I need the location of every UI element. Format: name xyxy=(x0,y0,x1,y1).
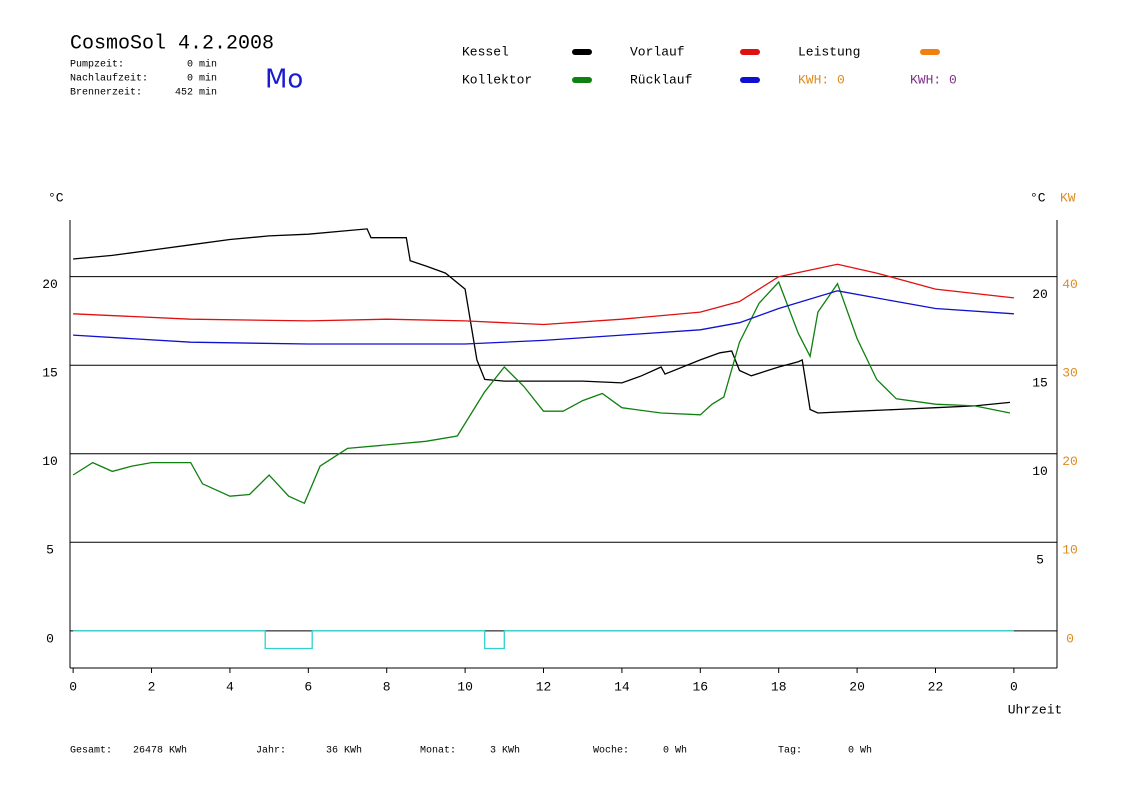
stat-label: Brennerzeit: xyxy=(70,87,142,99)
footer-value: 0 Wh xyxy=(848,745,872,757)
y-right-tick-label: 10 xyxy=(1032,464,1048,479)
x-tick-label: 2 xyxy=(148,679,156,694)
x-tick-label: 10 xyxy=(457,679,473,694)
y2-tick-label: 40 xyxy=(1062,277,1078,292)
series-line xyxy=(72,280,1011,505)
legend-label: Kollektor xyxy=(462,72,532,87)
title: CosmoSol 4.2.2008 xyxy=(70,32,274,55)
stat-value: 0 min xyxy=(187,59,217,71)
x-tick-label: 18 xyxy=(771,679,787,694)
series-line xyxy=(73,228,1011,414)
footer-label: Tag: xyxy=(778,746,802,757)
footer-value: 26478 KWh xyxy=(133,745,187,757)
x-tick-label: 14 xyxy=(614,679,630,694)
y-right-unit: °C xyxy=(1030,190,1046,205)
legend-swatch xyxy=(740,49,760,55)
legend-label: Kessel xyxy=(462,44,509,59)
x-tick-label: 22 xyxy=(928,679,944,694)
x-tick-label: 8 xyxy=(383,679,391,694)
day: Mo xyxy=(265,65,303,95)
legend-label: Vorlauf xyxy=(630,44,685,59)
x-axis-label: Uhrzeit xyxy=(1008,702,1063,717)
stat-label: Nachlaufzeit: xyxy=(70,73,148,85)
footer-value: 0 Wh xyxy=(663,745,687,757)
x-tick-label: 20 xyxy=(849,679,865,694)
series-line xyxy=(73,290,1014,345)
y2-tick-label: 30 xyxy=(1062,366,1078,381)
y-tick-label: 0 xyxy=(46,631,54,646)
y2-tick-label: 10 xyxy=(1062,543,1078,558)
stat-value: 0 min xyxy=(187,73,217,85)
y2-unit: KW xyxy=(1060,190,1076,205)
y-right-tick-label: 15 xyxy=(1032,376,1048,391)
footer-label: Gesamt: xyxy=(70,746,112,757)
footer-label: Monat: xyxy=(420,746,456,757)
legend-swatch xyxy=(920,49,940,55)
x-tick-label: 16 xyxy=(692,679,708,694)
footer-label: Woche: xyxy=(593,745,629,757)
y-right-tick-label: 5 xyxy=(1036,553,1044,568)
footer-value: 3 KWh xyxy=(490,745,520,757)
x-tick-label: 4 xyxy=(226,679,234,694)
series-line xyxy=(73,263,1014,326)
x-tick-label: 6 xyxy=(304,679,312,694)
kwh-label: KWH: 0 xyxy=(798,72,845,87)
y2-tick-label: 0 xyxy=(1066,631,1074,646)
stat-label: Pumpzeit: xyxy=(70,59,124,71)
x-tick-label: 12 xyxy=(536,679,552,694)
x-tick-label: 0 xyxy=(1010,679,1018,694)
footer-value: 36 KWh xyxy=(326,745,362,757)
y-unit: °C xyxy=(48,190,64,205)
kwh-label: KWH: 0 xyxy=(910,72,957,87)
series-line xyxy=(73,630,1014,650)
y-tick-label: 15 xyxy=(42,366,58,381)
stat-value: 452 min xyxy=(175,87,217,99)
y2-tick-label: 20 xyxy=(1062,454,1078,469)
y-tick-label: 10 xyxy=(42,454,58,469)
legend-swatch xyxy=(572,49,592,55)
footer-label: Jahr: xyxy=(256,745,286,757)
y-tick-label: 5 xyxy=(46,543,54,558)
legend-label: Rücklauf xyxy=(630,72,692,87)
legend-swatch xyxy=(740,77,760,83)
legend-swatch xyxy=(572,77,592,83)
legend-label: Leistung xyxy=(798,44,860,59)
x-tick-label: 0 xyxy=(69,679,77,694)
y-tick-label: 20 xyxy=(42,277,58,292)
y-right-tick-label: 20 xyxy=(1032,287,1048,302)
